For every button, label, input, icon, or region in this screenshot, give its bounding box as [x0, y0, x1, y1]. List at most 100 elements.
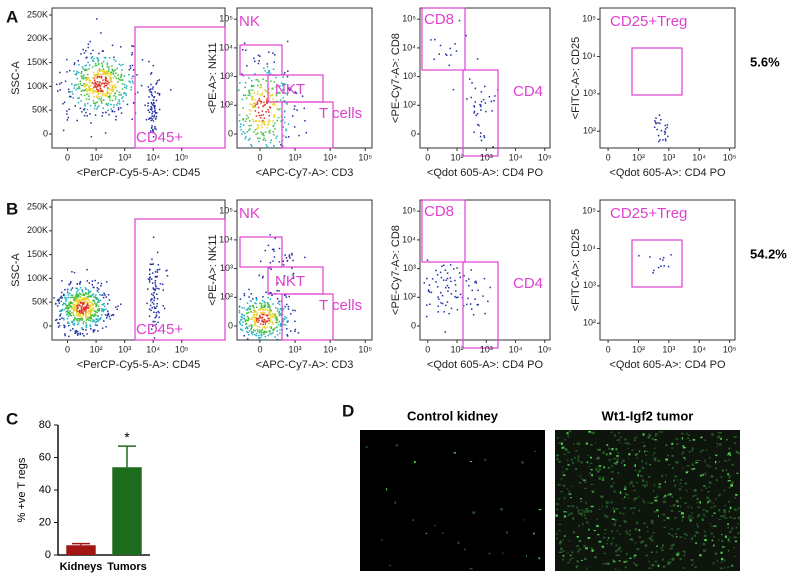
event-dot [248, 318, 250, 320]
fluorescence-spot [605, 562, 608, 565]
event-dot [161, 283, 164, 286]
fluorescence-spot [469, 461, 473, 463]
fluorescence-spot [533, 532, 535, 535]
event-dot [113, 104, 115, 106]
fluorescence-spot [616, 439, 619, 441]
event-dot [109, 95, 111, 98]
fluorescence-spot [727, 459, 730, 461]
fluorescence-spot [671, 557, 675, 560]
event-dot [65, 299, 67, 301]
event-dot [475, 114, 477, 117]
event-dot [249, 300, 252, 302]
event-dot [470, 269, 472, 271]
fluorescence-spot [585, 547, 588, 550]
event-dot [258, 326, 261, 328]
y-tick-label: 250K [27, 9, 48, 19]
fluorescence-spot [566, 488, 569, 490]
event-dot [248, 124, 250, 127]
event-dot [241, 98, 244, 101]
event-dot [74, 296, 77, 299]
event-dot [82, 294, 85, 297]
fluorescence-spot [644, 544, 648, 547]
event-dot [102, 70, 104, 72]
x-tick-label: 10⁵ [358, 344, 372, 354]
event-dot [73, 303, 75, 306]
fluorescence-spot [721, 539, 724, 543]
fluorescence-spot [695, 462, 698, 464]
event-dot [250, 325, 253, 327]
event-dot [76, 331, 78, 333]
fluorescence-spot [568, 493, 572, 495]
event-dot [104, 314, 107, 316]
event-dot [291, 267, 293, 269]
event-dot [254, 99, 256, 101]
fluorescence-spot [571, 461, 574, 464]
fluorescence-spot [686, 437, 690, 440]
event-dot [265, 80, 267, 82]
event-dot [105, 72, 108, 74]
event-dot [269, 141, 272, 144]
event-dot [260, 116, 262, 119]
fluorescence-spot [670, 544, 674, 547]
event-dot [426, 277, 428, 280]
y-tick-label: 150K [27, 57, 48, 67]
event-dot [118, 100, 121, 103]
event-dot [64, 80, 67, 82]
event-dot [656, 128, 658, 131]
fluorescence-spot [633, 439, 637, 441]
event-dot [251, 118, 254, 121]
event-dot [153, 297, 156, 299]
fluorescence-spot [603, 466, 605, 469]
fluorescence-spot [611, 530, 614, 533]
event-dot [152, 102, 155, 104]
event-dot [111, 99, 114, 102]
fluorescence-spot [718, 460, 720, 463]
event-dot [242, 119, 245, 121]
fluorescence-spot [555, 514, 558, 517]
event-dot [91, 283, 94, 286]
x-axis-label: <PerCP-Cy5-5-A>: CD45 [77, 167, 201, 179]
event-dot [257, 334, 260, 337]
event-dot [454, 284, 457, 286]
fluorescence-spot [662, 500, 666, 504]
event-dot [86, 73, 89, 76]
fluorescence-spot [724, 489, 726, 492]
event-dot [79, 296, 82, 299]
event-dot [259, 93, 262, 96]
event-dot [106, 104, 109, 107]
event-dot [272, 52, 274, 54]
event-dot [246, 327, 249, 330]
event-dot [264, 327, 267, 330]
event-dot [83, 320, 85, 323]
event-dot [249, 128, 251, 130]
fluorescence-spot [737, 532, 740, 535]
fluorescence-spot [727, 473, 729, 476]
fluorescence-spot [568, 430, 572, 433]
event-dot [101, 94, 104, 96]
event-dot [77, 71, 80, 74]
event-dot [71, 294, 74, 297]
event-dot [108, 92, 110, 94]
event-dot [155, 285, 157, 288]
fluorescence-spot [567, 435, 569, 438]
event-dot [103, 292, 105, 295]
fluorescence-spot [558, 551, 562, 554]
event-dot [114, 83, 116, 86]
fluorescence-spot [630, 537, 633, 540]
fluorescence-spot [724, 514, 726, 516]
fluorescence-spot [614, 568, 617, 570]
fluorescence-spot [718, 519, 721, 521]
event-dot [150, 73, 152, 75]
event-dot [653, 126, 656, 129]
event-dot [288, 254, 291, 256]
event-dot [95, 83, 97, 85]
fluorescence-spot [605, 501, 609, 504]
event-dot [85, 310, 87, 312]
event-dot [118, 63, 120, 66]
event-dot [72, 309, 75, 311]
event-dot [269, 321, 271, 323]
event-dot [276, 135, 278, 138]
event-dot [86, 268, 88, 271]
fluorescence-spot [556, 537, 558, 540]
